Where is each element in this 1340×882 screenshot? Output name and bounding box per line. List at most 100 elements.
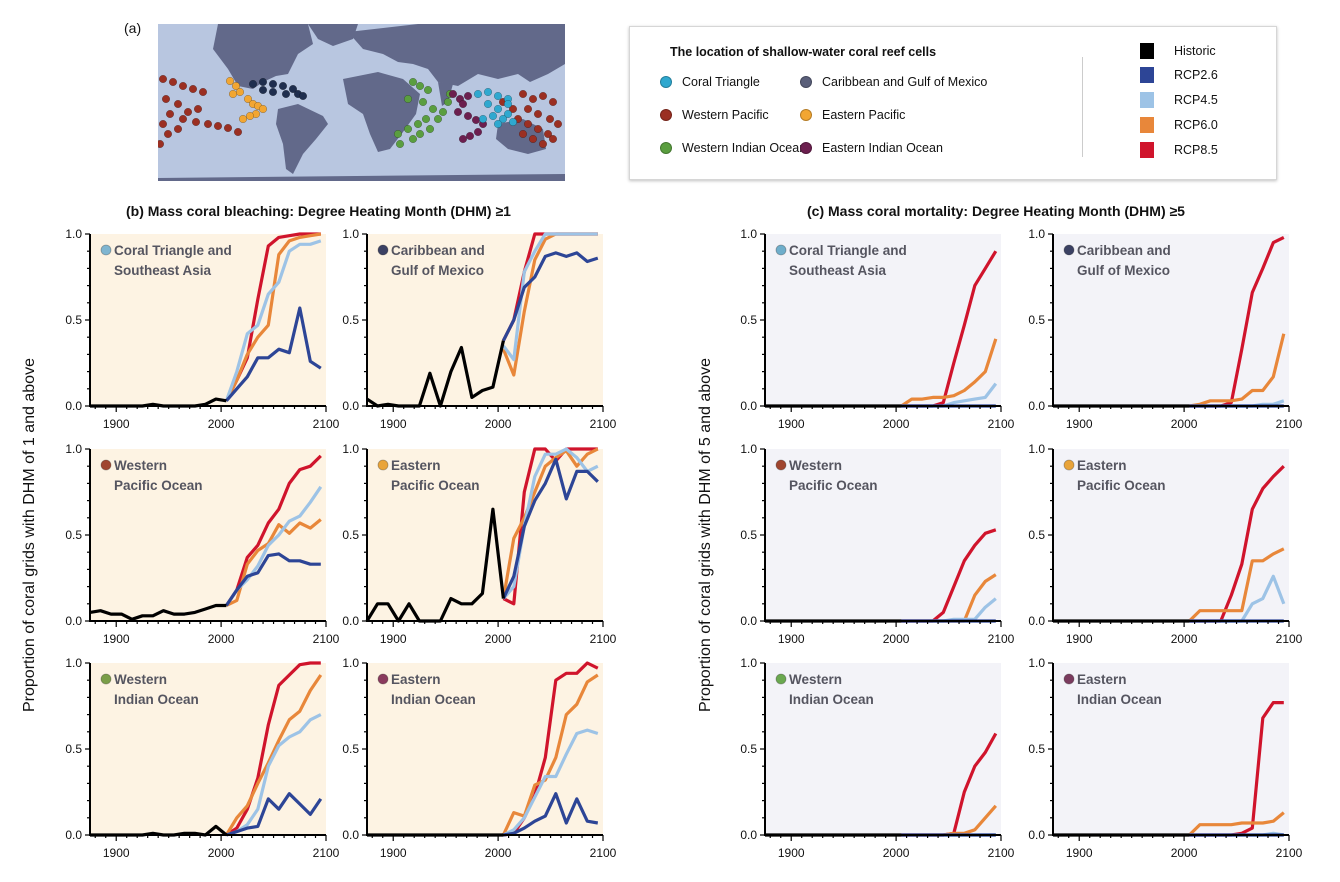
plot-background — [1053, 234, 1289, 406]
reef-cell-dot — [235, 87, 245, 97]
x-tick-label: 2000 — [485, 632, 512, 646]
x-tick-label: 1900 — [103, 846, 130, 860]
legend-region-western-pacific: Western Pacific — [660, 108, 769, 122]
reef-cell-dot — [393, 129, 403, 139]
reef-cell-dot — [473, 89, 483, 99]
series-line-rcp85 — [225, 661, 321, 837]
reef-cell-dot — [281, 89, 291, 99]
panel-title-line: Coral Triangle and — [789, 243, 907, 258]
land-eurasia — [348, 24, 565, 86]
y-tick-label: 1.0 — [65, 442, 82, 456]
reef-cell-dot — [545, 114, 555, 124]
x-tick-label: 2000 — [485, 417, 512, 431]
reef-cell-dot — [428, 104, 438, 114]
series-line-rcp85 — [225, 454, 322, 607]
region-dot-icon — [775, 673, 787, 685]
y-tick-label: 1.0 — [740, 227, 757, 241]
chart-panel-c-5: 0.0 0.5 1.0 1900 2000 2100 Western Indian Ocean — [740, 656, 1014, 860]
x-tick-label: 1900 — [1066, 417, 1093, 431]
reef-cell-dot — [443, 97, 453, 107]
x-tick-label: 1900 — [103, 632, 130, 646]
chart-panel-c-3: 0.0 0.5 1.0 1900 2000 2100 Western Pacific Ocea… — [740, 442, 1014, 646]
reef-cell-dot — [548, 134, 558, 144]
chart-panel-c-2: 0.0 0.5 1.0 1900 2000 2100 Caribbean and Gulf o… — [1028, 227, 1302, 431]
legend-scenario-rcp60: RCP6.0 — [1140, 117, 1218, 133]
x-tick-label: 2100 — [313, 417, 340, 431]
reef-cell-dot — [243, 94, 253, 104]
reef-cell-dot — [548, 97, 558, 107]
region-dot-icon — [1063, 459, 1075, 471]
reef-cell-dot — [163, 129, 173, 139]
reef-cell-dot — [173, 99, 183, 109]
series-line-rcp26 — [225, 306, 322, 402]
y-tick-label: 0.5 — [65, 313, 82, 327]
reef-cell-dot — [415, 81, 425, 91]
x-tick-label: 2000 — [208, 846, 235, 860]
y-tick-label: 1.0 — [1028, 656, 1045, 670]
y-tick-label: 0.5 — [1028, 742, 1045, 756]
panel-title-line: Pacific Ocean — [789, 478, 878, 493]
legend-region-label: Coral Triangle — [682, 75, 760, 89]
chart-panel-b-6: 0.0 0.5 1.0 1900 2000 2100 Eastern Indian Ocean — [342, 656, 616, 860]
x-tick-label: 2100 — [590, 417, 617, 431]
reef-cell-dot — [225, 76, 235, 86]
region-dot-icon — [377, 244, 389, 256]
x-tick-label: 1900 — [380, 417, 407, 431]
series-line-rcp45 — [502, 728, 599, 837]
region-dot-icon — [100, 459, 112, 471]
legend-region-label: Eastern Pacific — [822, 108, 906, 122]
chart-panel-b-2: 0.0 0.5 1.0 1900 2000 2100 Caribbean and Gulf o… — [342, 227, 616, 431]
x-tick-label: 1900 — [1066, 632, 1093, 646]
series-line-rcp26 — [503, 792, 599, 837]
eastern-pacific-dot-icon — [800, 109, 812, 121]
reef-cell-dot — [178, 114, 188, 124]
plot-background — [1053, 663, 1289, 835]
reef-cell-dot — [488, 111, 498, 121]
reef-cell-dot — [463, 111, 473, 121]
reef-cell-dot — [508, 104, 518, 114]
series-line-rcp26 — [225, 792, 323, 837]
y-tick-label: 1.0 — [342, 227, 359, 241]
region-dot-icon — [1063, 673, 1075, 685]
panel-title-line: Pacific Ocean — [114, 478, 203, 493]
series-line-rcp26 — [225, 552, 321, 607]
reef-cell-dot — [158, 74, 168, 84]
y-tick-label: 1.0 — [342, 656, 359, 670]
y-tick-label: 0.5 — [740, 313, 757, 327]
reef-cell-dot — [288, 84, 298, 94]
plot-background — [90, 663, 326, 835]
x-tick-label: 2000 — [208, 632, 235, 646]
rcp45-swatch-icon — [1140, 92, 1154, 108]
series-line-rcp45 — [224, 239, 322, 402]
legend-scenario-label: RCP6.0 — [1174, 118, 1218, 132]
western-pacific-dot-icon — [660, 109, 672, 121]
reef-cell-dot — [191, 117, 201, 127]
y-tick-label: 1.0 — [1028, 442, 1045, 456]
reef-cell-dot — [203, 119, 213, 129]
reef-cell-dot — [278, 81, 288, 91]
historic-swatch-icon — [1140, 43, 1154, 59]
reef-cell-dot — [518, 129, 528, 139]
y-tick-label: 1.0 — [1028, 227, 1045, 241]
reef-cell-dot — [508, 117, 518, 127]
world-map-svg — [158, 24, 565, 181]
panel-title-line: Caribbean and — [391, 243, 485, 258]
y-tick-label: 0.0 — [342, 828, 359, 842]
x-tick-label: 1900 — [103, 417, 130, 431]
reef-cell-dot — [223, 123, 233, 133]
rcp26-swatch-icon — [1140, 67, 1154, 83]
legend-region-caribbean: Caribbean and Gulf of Mexico — [800, 75, 987, 89]
reef-cell-dot — [165, 109, 175, 119]
legend-region-label: Western Indian Ocean — [682, 141, 807, 155]
x-tick-label: 1900 — [380, 846, 407, 860]
panel-c-title: (c) Mass coral mortality: Degree Heating… — [807, 203, 1185, 219]
x-tick-label: 2000 — [485, 846, 512, 860]
reef-cell-dot — [403, 124, 413, 134]
y-tick-label: 0.5 — [740, 528, 757, 542]
reef-cell-dot — [408, 77, 418, 87]
reef-cell-dot — [458, 134, 468, 144]
reef-cell-dot — [433, 114, 443, 124]
legend-box: The location of shallow-water coral reef… — [629, 26, 1277, 180]
reef-cell-dot — [533, 124, 543, 134]
series-line-rcp60 — [225, 674, 323, 836]
